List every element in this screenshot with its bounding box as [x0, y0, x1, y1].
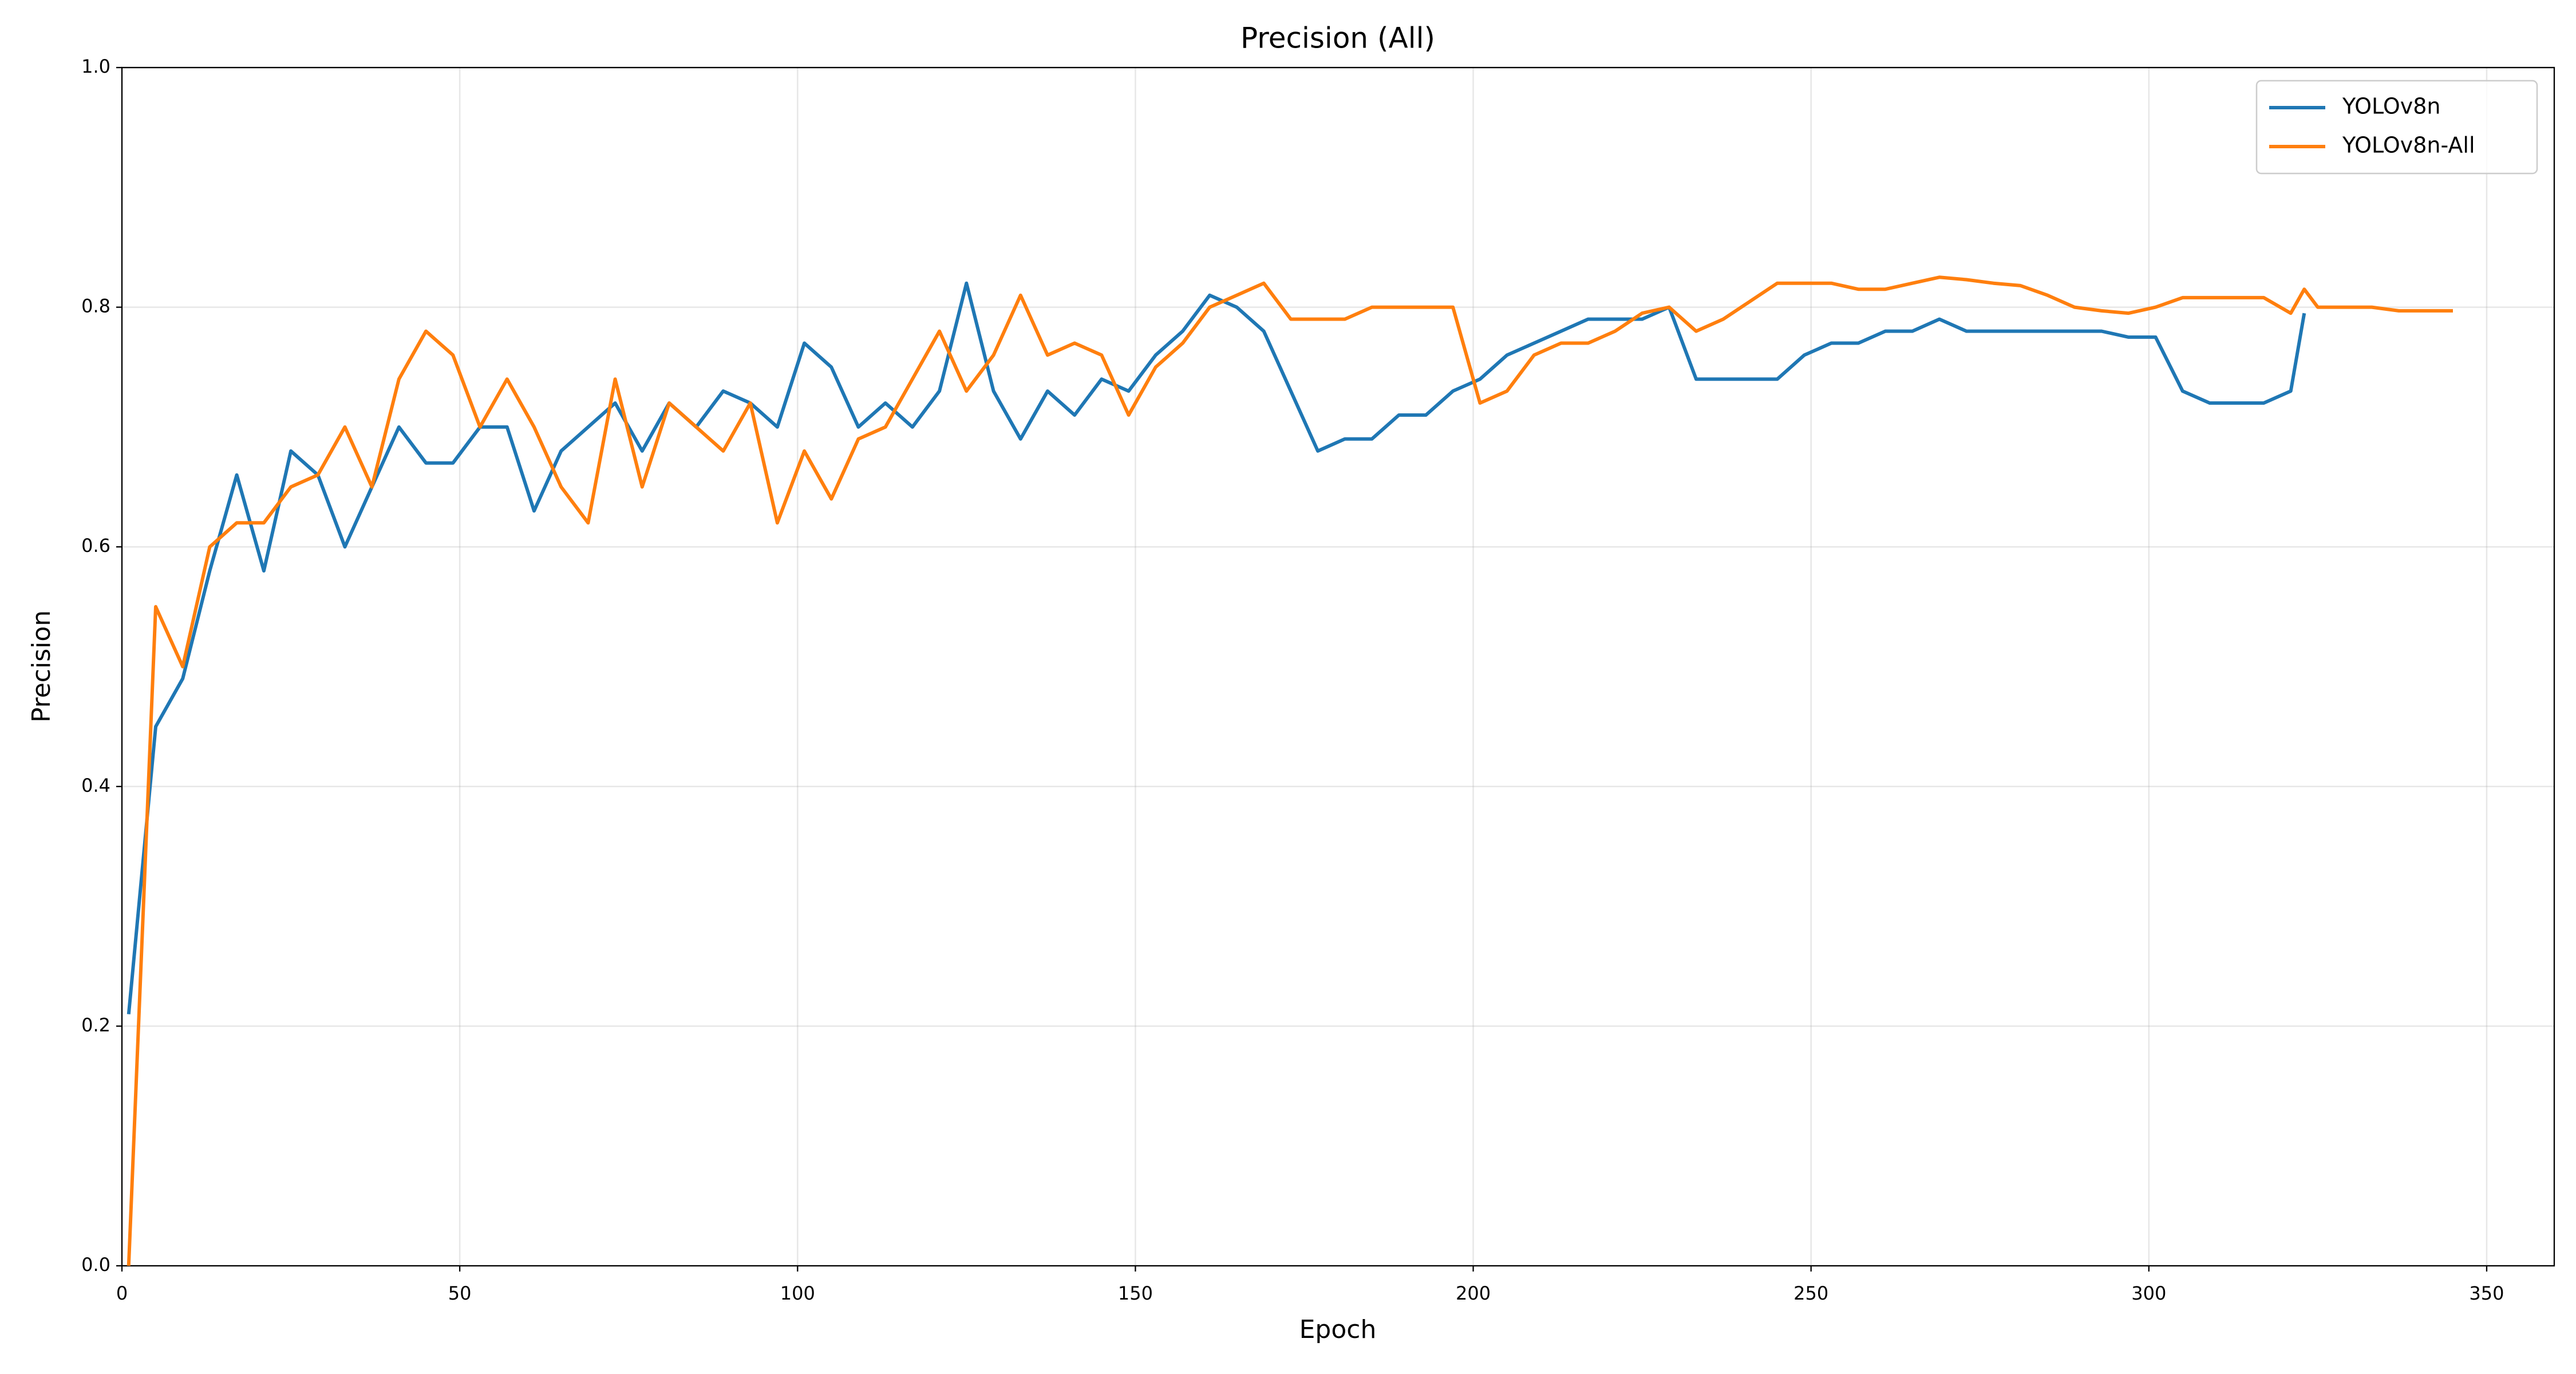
- y-tick-label: 0.8: [81, 295, 110, 317]
- y-tick-label: 0.2: [81, 1014, 110, 1036]
- x-tick-label: 200: [1456, 1282, 1491, 1304]
- y-axis-label: Precision: [27, 610, 56, 722]
- x-tick-label: 100: [780, 1282, 815, 1304]
- x-tick-label: 0: [116, 1282, 128, 1304]
- x-tick-label: 150: [1118, 1282, 1153, 1304]
- legend-box: [2255, 80, 2538, 175]
- y-tick-label: 1.0: [81, 56, 110, 77]
- y-tick-label: 0.0: [81, 1254, 110, 1276]
- x-tick-label: 50: [448, 1282, 472, 1304]
- plot-frame: [121, 66, 2555, 1267]
- y-tick-label: 0.4: [81, 775, 110, 796]
- x-tick-label: 350: [2469, 1282, 2504, 1304]
- y-tick-label: 0.6: [81, 535, 110, 556]
- x-tick-label: 300: [2131, 1282, 2166, 1304]
- data-line: [127, 275, 2453, 1266]
- legend-label: YOLOv8n: [2342, 94, 2441, 119]
- x-tick-label: 250: [1793, 1282, 1828, 1304]
- x-axis-label: Epoch: [1299, 1315, 1377, 1344]
- legend: YOLOv8n YOLOv8n-All: [2255, 80, 2538, 175]
- legend-label: YOLOv8n-All: [2342, 133, 2475, 158]
- chart-title: Precision (All): [1240, 22, 1435, 55]
